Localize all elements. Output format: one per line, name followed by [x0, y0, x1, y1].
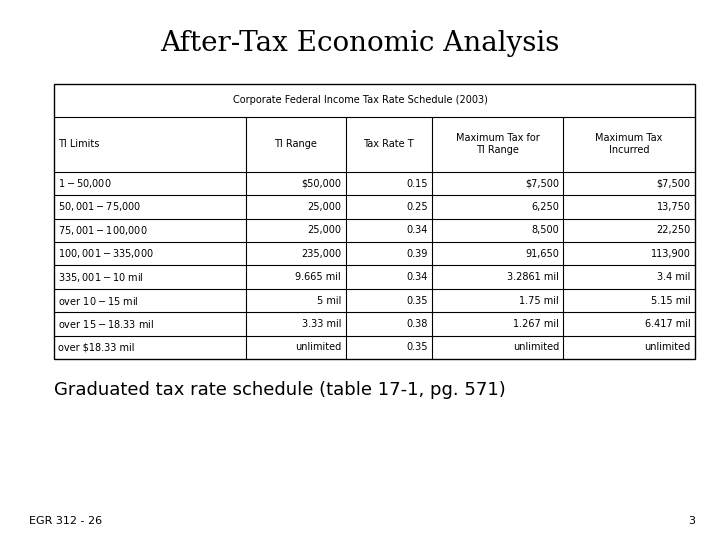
- Text: 3.33 mil: 3.33 mil: [302, 319, 341, 329]
- Text: 25,000: 25,000: [307, 225, 341, 235]
- Text: 113,900: 113,900: [651, 249, 690, 259]
- Text: 3.4 mil: 3.4 mil: [657, 272, 690, 282]
- Text: $50,001-$75,000: $50,001-$75,000: [58, 200, 142, 213]
- Text: 25,000: 25,000: [307, 202, 341, 212]
- Text: $7,500: $7,500: [525, 179, 559, 188]
- Text: 0.35: 0.35: [406, 295, 428, 306]
- Text: 0.25: 0.25: [406, 202, 428, 212]
- Text: $75,001-$100,000: $75,001-$100,000: [58, 224, 148, 237]
- Text: 1.267 mil: 1.267 mil: [513, 319, 559, 329]
- Text: $1-$50,000: $1-$50,000: [58, 177, 112, 190]
- Text: 5.15 mil: 5.15 mil: [651, 295, 690, 306]
- Text: 3.2861 mil: 3.2861 mil: [508, 272, 559, 282]
- Text: TI Range: TI Range: [274, 139, 318, 149]
- Text: 8,500: 8,500: [531, 225, 559, 235]
- Text: Graduated tax rate schedule (table 17-1, pg. 571): Graduated tax rate schedule (table 17-1,…: [54, 381, 505, 399]
- Text: unlimited: unlimited: [644, 342, 690, 353]
- Text: 5 mil: 5 mil: [317, 295, 341, 306]
- Text: 0.38: 0.38: [406, 319, 428, 329]
- Text: 0.34: 0.34: [406, 225, 428, 235]
- Text: over $18.33 mil: over $18.33 mil: [58, 342, 135, 353]
- Text: 91,650: 91,650: [526, 249, 559, 259]
- Text: TI Limits: TI Limits: [58, 139, 99, 149]
- Text: Maximum Tax
Incurred: Maximum Tax Incurred: [595, 133, 663, 155]
- Text: 0.35: 0.35: [406, 342, 428, 353]
- Text: $7,500: $7,500: [657, 179, 690, 188]
- Text: After-Tax Economic Analysis: After-Tax Economic Analysis: [161, 30, 559, 57]
- Text: 22,250: 22,250: [656, 225, 690, 235]
- Text: 13,750: 13,750: [657, 202, 690, 212]
- Text: unlimited: unlimited: [295, 342, 341, 353]
- Text: $335,001-$10 mil: $335,001-$10 mil: [58, 271, 144, 284]
- Text: unlimited: unlimited: [513, 342, 559, 353]
- Text: 6.417 mil: 6.417 mil: [644, 319, 690, 329]
- Text: 0.34: 0.34: [406, 272, 428, 282]
- Text: EGR 312 - 26: EGR 312 - 26: [29, 516, 102, 526]
- Text: over $15 - $18.33 mil: over $15 - $18.33 mil: [58, 318, 155, 330]
- Text: Tax Rate T: Tax Rate T: [364, 139, 414, 149]
- Text: 3: 3: [688, 516, 695, 526]
- Text: 9.665 mil: 9.665 mil: [295, 272, 341, 282]
- Text: 0.15: 0.15: [406, 179, 428, 188]
- Text: Maximum Tax for
TI Range: Maximum Tax for TI Range: [456, 133, 539, 155]
- Text: 6,250: 6,250: [531, 202, 559, 212]
- Text: $100,001-$335,000: $100,001-$335,000: [58, 247, 154, 260]
- Text: 0.39: 0.39: [406, 249, 428, 259]
- Text: Corporate Federal Income Tax Rate Schedule (2003): Corporate Federal Income Tax Rate Schedu…: [233, 95, 487, 105]
- Text: 235,000: 235,000: [301, 249, 341, 259]
- Text: 1.75 mil: 1.75 mil: [519, 295, 559, 306]
- Text: over $10 - $15 mil: over $10 - $15 mil: [58, 295, 139, 307]
- Text: $50,000: $50,000: [301, 179, 341, 188]
